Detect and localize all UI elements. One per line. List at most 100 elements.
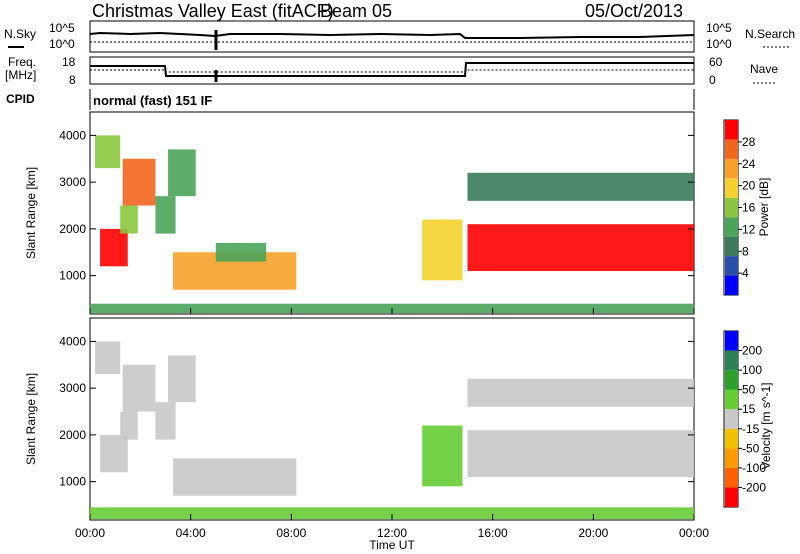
colorbar-tick-label: 12 <box>742 222 756 236</box>
noise-right-label: N.Search <box>745 27 795 41</box>
heatmap-region <box>100 228 128 267</box>
x-tick-label: 16:00 <box>478 526 508 540</box>
colorbar-swatch <box>725 331 738 351</box>
noise-sky-trace <box>89 31 695 39</box>
colorbar-tick-label: 15 <box>742 402 756 416</box>
freq-panel: Freq. [MHz] 18 8 60 0 Nave <box>5 55 778 87</box>
noise-left-tick-bottom: 10^0 <box>49 37 75 51</box>
colorbar-swatch <box>725 256 738 276</box>
colorbar-tick-label: -50 <box>742 441 760 455</box>
y-tick-label: 1000 <box>59 475 86 489</box>
colorbar-tick-label: 200 <box>742 344 762 358</box>
velocity-y-axis-label: Slant Range [km] <box>24 373 38 465</box>
freq-trace <box>90 62 694 77</box>
y-tick-label: 1000 <box>59 269 86 283</box>
heatmap-region <box>120 411 138 440</box>
heatmap-region <box>155 196 176 234</box>
colorbar-tick-label: 28 <box>742 135 756 149</box>
colorbar-swatch <box>725 389 738 410</box>
freq-left-tick-top: 18 <box>62 55 76 69</box>
velocity-y-ticks: 1000 2000 3000 4000 <box>59 334 694 489</box>
x-axis: 00:00 04:00 08:00 12:00 16:00 20:00 00:00 <box>75 308 709 540</box>
x-tick-label: 20:00 <box>578 526 608 540</box>
cpid-value: normal (fast) 151 IF <box>93 93 212 108</box>
date-label: 05/Oct/2013 <box>585 1 683 21</box>
colorbar-tick-label: 16 <box>742 201 756 215</box>
colorbar-swatch <box>725 370 738 390</box>
colorbar-swatch <box>725 158 738 179</box>
x-tick-label: 12:00 <box>377 526 407 540</box>
freq-panel-frame <box>89 56 695 85</box>
y-tick-label: 4000 <box>59 128 86 142</box>
heatmap-region <box>155 402 176 440</box>
colorbar-swatch <box>725 428 738 449</box>
heatmap-region <box>467 172 694 201</box>
noise-panel-frame <box>89 20 695 53</box>
heatmap-region <box>120 205 138 234</box>
freq-right-tick-top: 60 <box>709 55 723 69</box>
freq-right-label: Nave <box>750 62 778 76</box>
colorbar-tick-label: -200 <box>742 480 766 494</box>
power-panel: 1000 2000 3000 4000 Slant Range [km] <box>24 111 695 315</box>
colorbar-swatch <box>725 236 738 257</box>
freq-left-label-1: Freq. <box>8 55 36 69</box>
colorbar-swatch <box>725 217 738 237</box>
nave-trace <box>90 69 694 73</box>
colorbar-swatch <box>725 409 738 429</box>
velocity-regions <box>90 341 694 520</box>
noise-left-label: N.Sky <box>4 27 36 41</box>
y-tick-label: 4000 <box>59 334 86 348</box>
colorbar-tick-label: 8 <box>742 244 749 258</box>
colorbar-swatch <box>725 120 738 140</box>
noise-right-tick-bottom: 10^0 <box>706 37 732 51</box>
colorbar-swatch <box>725 178 738 198</box>
heatmap-region <box>168 149 196 197</box>
colorbar-swatch <box>725 448 738 468</box>
heatmap-region <box>467 378 694 407</box>
x-axis-label: Time UT <box>369 538 415 552</box>
y-tick-label: 3000 <box>59 175 86 189</box>
colorbar-tick-label: 100 <box>742 363 762 377</box>
power-colorbar-label: Power [dB] <box>757 178 771 237</box>
x-tick-label: 00:00 <box>679 526 709 540</box>
noise-left-tick-top: 10^5 <box>49 21 75 35</box>
velocity-panel: 1000 2000 3000 4000 Slant Range [km] <box>24 317 695 521</box>
colorbar-tick-label: 50 <box>742 383 756 397</box>
heatmap-region <box>100 434 128 473</box>
colorbar-swatch <box>725 487 738 507</box>
heatmap-region <box>422 219 463 281</box>
cpid-label: CPID <box>6 92 35 106</box>
colorbar-tick-label: 20 <box>742 179 756 193</box>
noise-panel: N.Sky 10^5 10^0 10^5 10^0 N.Search <box>4 20 795 53</box>
radar-title: Christmas Valley East (fitACF) <box>92 1 334 21</box>
colorbar-tick-label: 24 <box>742 157 756 171</box>
velocity-colorbar: Velocity [m s^-1] -200 -100 -50 -15 15 50 100 2… <box>723 330 773 508</box>
colorbar-swatch <box>725 139 738 159</box>
heatmap-region <box>168 355 196 403</box>
colorbar-tick-label: -100 <box>742 461 766 475</box>
freq-left-tick-bottom: 8 <box>69 73 76 87</box>
colorbar-swatch <box>725 467 738 488</box>
y-tick-label: 2000 <box>59 222 86 236</box>
colorbar-tick-label: 4 <box>742 266 749 280</box>
heatmap-region <box>467 224 694 271</box>
heatmap-region <box>467 430 694 477</box>
power-y-ticks: 1000 2000 3000 4000 <box>59 128 694 283</box>
heatmap-region <box>95 341 121 375</box>
freq-left-label-2: [MHz] <box>5 68 36 82</box>
heatmap-region <box>215 242 267 262</box>
colorbar-swatch <box>725 275 738 295</box>
y-tick-label: 3000 <box>59 381 86 395</box>
x-tick-label: 04:00 <box>176 526 206 540</box>
beam-label: Beam 05 <box>320 1 392 21</box>
x-tick-label: 08:00 <box>276 526 306 540</box>
noise-right-tick-top: 10^5 <box>706 21 732 35</box>
heatmap-region <box>173 458 297 496</box>
power-y-axis-label: Slant Range [km] <box>24 167 38 259</box>
heatmap-region <box>95 135 121 169</box>
power-regions <box>90 135 694 314</box>
y-tick-label: 2000 <box>59 428 86 442</box>
x-tick-label: 00:00 <box>75 526 105 540</box>
colorbar-swatch <box>725 350 738 371</box>
